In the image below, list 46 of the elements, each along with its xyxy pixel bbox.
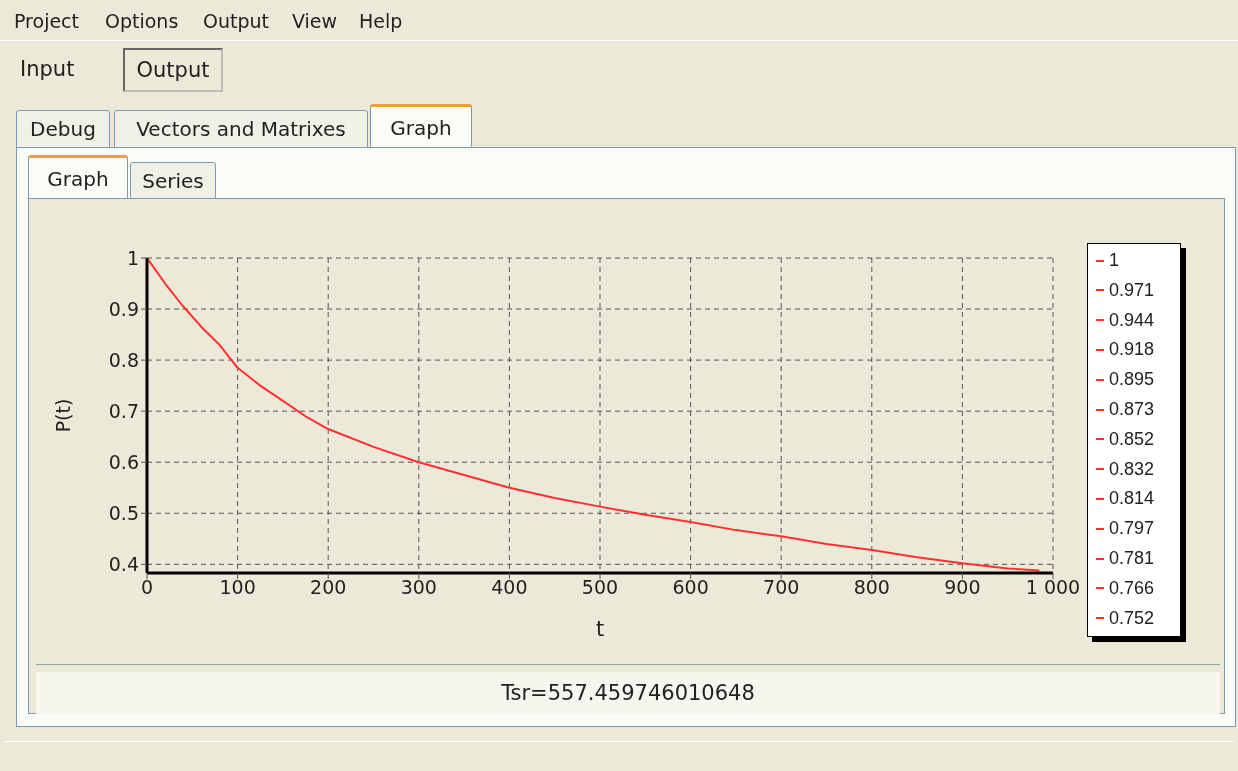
text: 0.852 xyxy=(1109,428,1155,450)
y-tick-label: 0.4 xyxy=(108,553,139,576)
text: 1 xyxy=(1109,250,1120,271)
x-tick-label: 200 xyxy=(310,576,347,599)
text: Tsr=557.459746010648 xyxy=(36,672,1220,714)
text: 0.752 xyxy=(1109,607,1155,629)
x-tick-label: 400 xyxy=(491,576,528,599)
text: 0.944 xyxy=(1109,309,1155,331)
text: Vectors and Matrixes xyxy=(114,110,368,148)
text: 0.766 xyxy=(1109,577,1155,599)
x-tick-label: 0 xyxy=(140,576,154,599)
x-axis-title: t xyxy=(595,617,605,641)
text: Output xyxy=(203,10,269,32)
x-tick-label: 300 xyxy=(400,576,437,599)
x-tick-label: 600 xyxy=(672,576,709,599)
y-tick-label: 0.7 xyxy=(108,399,139,422)
text: 0.873 xyxy=(1109,399,1155,420)
line-series xyxy=(147,258,1041,572)
x-tick-label: 500 xyxy=(581,576,619,599)
x-tick-label: 700 xyxy=(763,576,800,599)
text: Options xyxy=(105,10,179,32)
text: 0.781 xyxy=(1109,548,1155,569)
text: 0.832 xyxy=(1109,458,1155,480)
x-tick-label: 100 xyxy=(219,576,256,599)
text: 0.971 xyxy=(1109,279,1155,301)
text: 0.797 xyxy=(1109,518,1155,540)
x-tick-label: 1 000 xyxy=(1025,576,1081,599)
y-axis-title: P(t) xyxy=(51,398,74,433)
text: View xyxy=(292,10,338,32)
text: Debug xyxy=(16,110,110,148)
text: 0.918 xyxy=(1109,339,1155,361)
text: Input xyxy=(20,57,75,81)
y-tick-label: 1 xyxy=(126,246,139,269)
text: Series xyxy=(130,162,216,199)
text: Output xyxy=(123,48,223,92)
y-tick-label: 0.9 xyxy=(108,297,139,320)
text: Project xyxy=(14,10,80,32)
y-tick-label: 0.5 xyxy=(108,502,139,525)
x-tick-label: 900 xyxy=(944,576,981,599)
x-tick-label: 800 xyxy=(853,576,890,599)
text: 0.814 xyxy=(1109,488,1155,510)
text: Help xyxy=(359,10,403,32)
y-tick-label: 0.8 xyxy=(108,348,139,371)
text: Graph xyxy=(28,155,128,199)
text: 0.895 xyxy=(1109,369,1155,391)
y-tick-label: 0.6 xyxy=(108,450,139,473)
